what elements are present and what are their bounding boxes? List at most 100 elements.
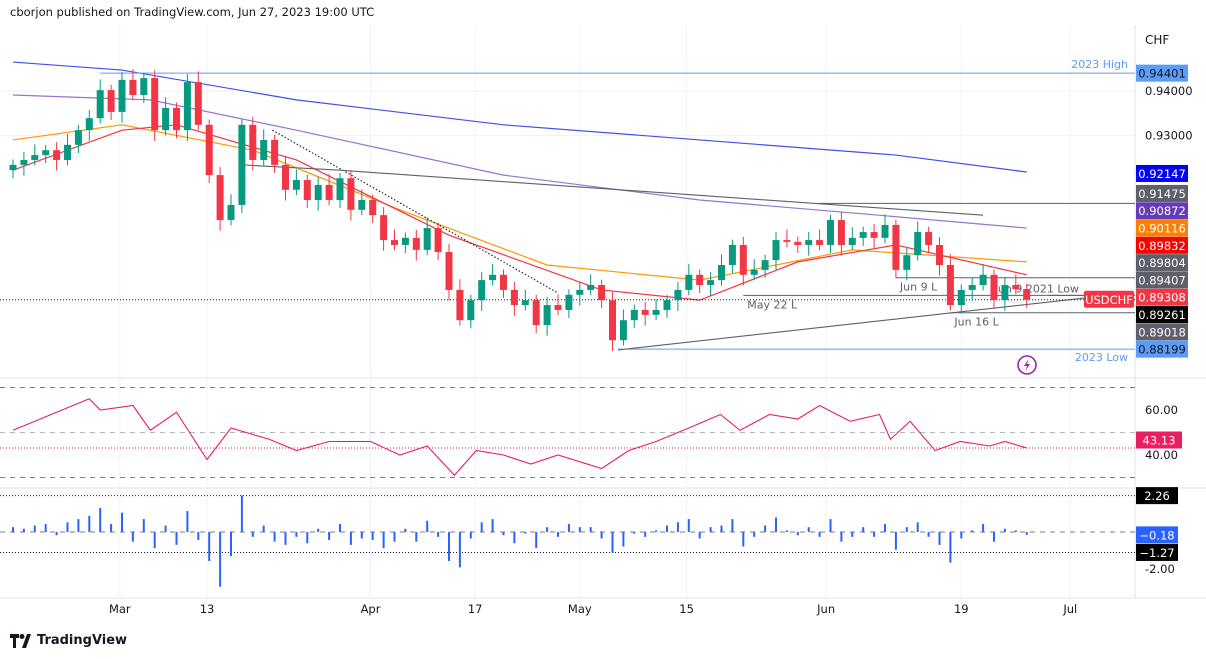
histogram-bar — [77, 519, 80, 532]
x-tick-label: 17 — [468, 602, 483, 616]
candle-down — [936, 244, 943, 265]
histogram-bar — [153, 532, 156, 549]
histogram-bar — [12, 527, 14, 532]
histogram-bar — [448, 532, 450, 561]
price-badge-bg — [1136, 254, 1188, 272]
histogram-bar — [666, 525, 668, 532]
candle-down — [53, 150, 61, 160]
price-badge-bg — [1136, 323, 1188, 341]
publish-info: cborjon published on TradingView.com, Ju… — [10, 5, 375, 19]
candle-down — [892, 224, 900, 270]
moving-average-line — [12, 124, 1027, 301]
symbol-tag: USDCHF — [1084, 290, 1134, 308]
histogram-bar — [404, 528, 407, 532]
histogram-bar — [480, 522, 483, 532]
lightning-icon[interactable] — [1017, 355, 1037, 375]
candle-up — [96, 90, 104, 119]
candle-down — [173, 107, 180, 131]
histogram-bar — [557, 532, 559, 537]
histogram-bar — [131, 532, 134, 542]
histogram-bar — [567, 523, 570, 532]
price-badge: 0.89804 — [1136, 254, 1188, 272]
candle-down — [380, 215, 388, 241]
histogram-bar — [393, 532, 396, 542]
histogram-bar — [971, 530, 974, 532]
histogram-bar — [469, 532, 472, 539]
candle-up — [827, 220, 834, 245]
candle-down — [107, 90, 115, 112]
price-badge-bg — [1136, 288, 1188, 306]
histogram-bar — [491, 519, 494, 532]
price-badge-bg — [1136, 271, 1188, 289]
candle-up — [423, 228, 431, 250]
candle-down — [816, 240, 824, 245]
histogram-bar — [22, 528, 25, 532]
histogram-bar — [535, 532, 538, 549]
candle-up — [957, 289, 965, 306]
candle-down — [837, 220, 845, 245]
candle-up — [979, 274, 987, 286]
x-tick-label: Jun — [816, 602, 835, 616]
candle-up — [292, 180, 300, 190]
histogram-bar — [742, 532, 745, 547]
candle-down — [445, 252, 453, 290]
candle-up — [118, 79, 126, 112]
histogram-bar — [121, 512, 123, 532]
trendline — [272, 129, 559, 294]
candle-up — [772, 240, 780, 261]
candle-down — [554, 305, 562, 310]
candle-down — [500, 274, 507, 290]
candle-up — [663, 300, 671, 310]
tradingview-logo-icon — [10, 633, 31, 648]
histogram-bar — [437, 532, 440, 537]
histogram-bar — [1003, 528, 1006, 532]
trendline — [339, 169, 984, 216]
x-tick-label: Jul — [1062, 602, 1077, 616]
candle-down — [391, 240, 398, 245]
histogram-bar — [764, 525, 767, 532]
candle-down — [532, 300, 540, 326]
candle-up — [859, 232, 867, 238]
candle-up — [478, 280, 486, 301]
candle-up — [9, 164, 17, 171]
histogram-bar — [262, 525, 265, 532]
candle-up — [260, 139, 268, 160]
moving-average-line — [12, 94, 1027, 229]
candle-down — [641, 309, 649, 315]
candle-up — [140, 78, 148, 96]
candle-up — [467, 300, 475, 321]
histogram-badge-value: −1.27 — [1139, 546, 1174, 560]
price-badge-bg — [1136, 306, 1188, 324]
tradingview-logo[interactable]: TradingView — [10, 633, 127, 648]
price-badge-value: 0.90872 — [1138, 204, 1186, 218]
histogram-bar — [219, 532, 222, 587]
candle-down — [1012, 285, 1020, 290]
price-badge-value: 0.88199 — [1138, 343, 1186, 357]
histogram-bar — [589, 527, 592, 532]
rsi-badge-value: 43.13 — [1143, 434, 1176, 448]
histogram-bar — [655, 530, 658, 532]
histogram-bar — [197, 532, 200, 541]
candle-up — [336, 178, 344, 201]
candle-down — [739, 244, 747, 275]
candle-up — [1001, 285, 1009, 301]
price-badge-bg — [1136, 340, 1188, 358]
histogram-bar — [328, 532, 331, 541]
histogram-bar — [960, 532, 963, 539]
level-label: May 22 L — [747, 298, 798, 311]
histogram-bar — [295, 532, 298, 537]
candle-up — [183, 82, 191, 131]
candle-up — [848, 237, 856, 245]
candle-down — [456, 289, 464, 321]
histogram-bar — [905, 527, 908, 532]
x-tick-label: Mar — [109, 602, 131, 616]
rsi-badge-bg — [1136, 431, 1182, 449]
rsi-tick-label: 40.00 — [1145, 448, 1178, 462]
candle-up — [20, 159, 28, 165]
price-badge: 0.88199 — [1136, 340, 1188, 358]
histogram-bar — [186, 511, 189, 532]
histogram-bar — [731, 519, 734, 532]
histogram-bar — [862, 527, 865, 532]
